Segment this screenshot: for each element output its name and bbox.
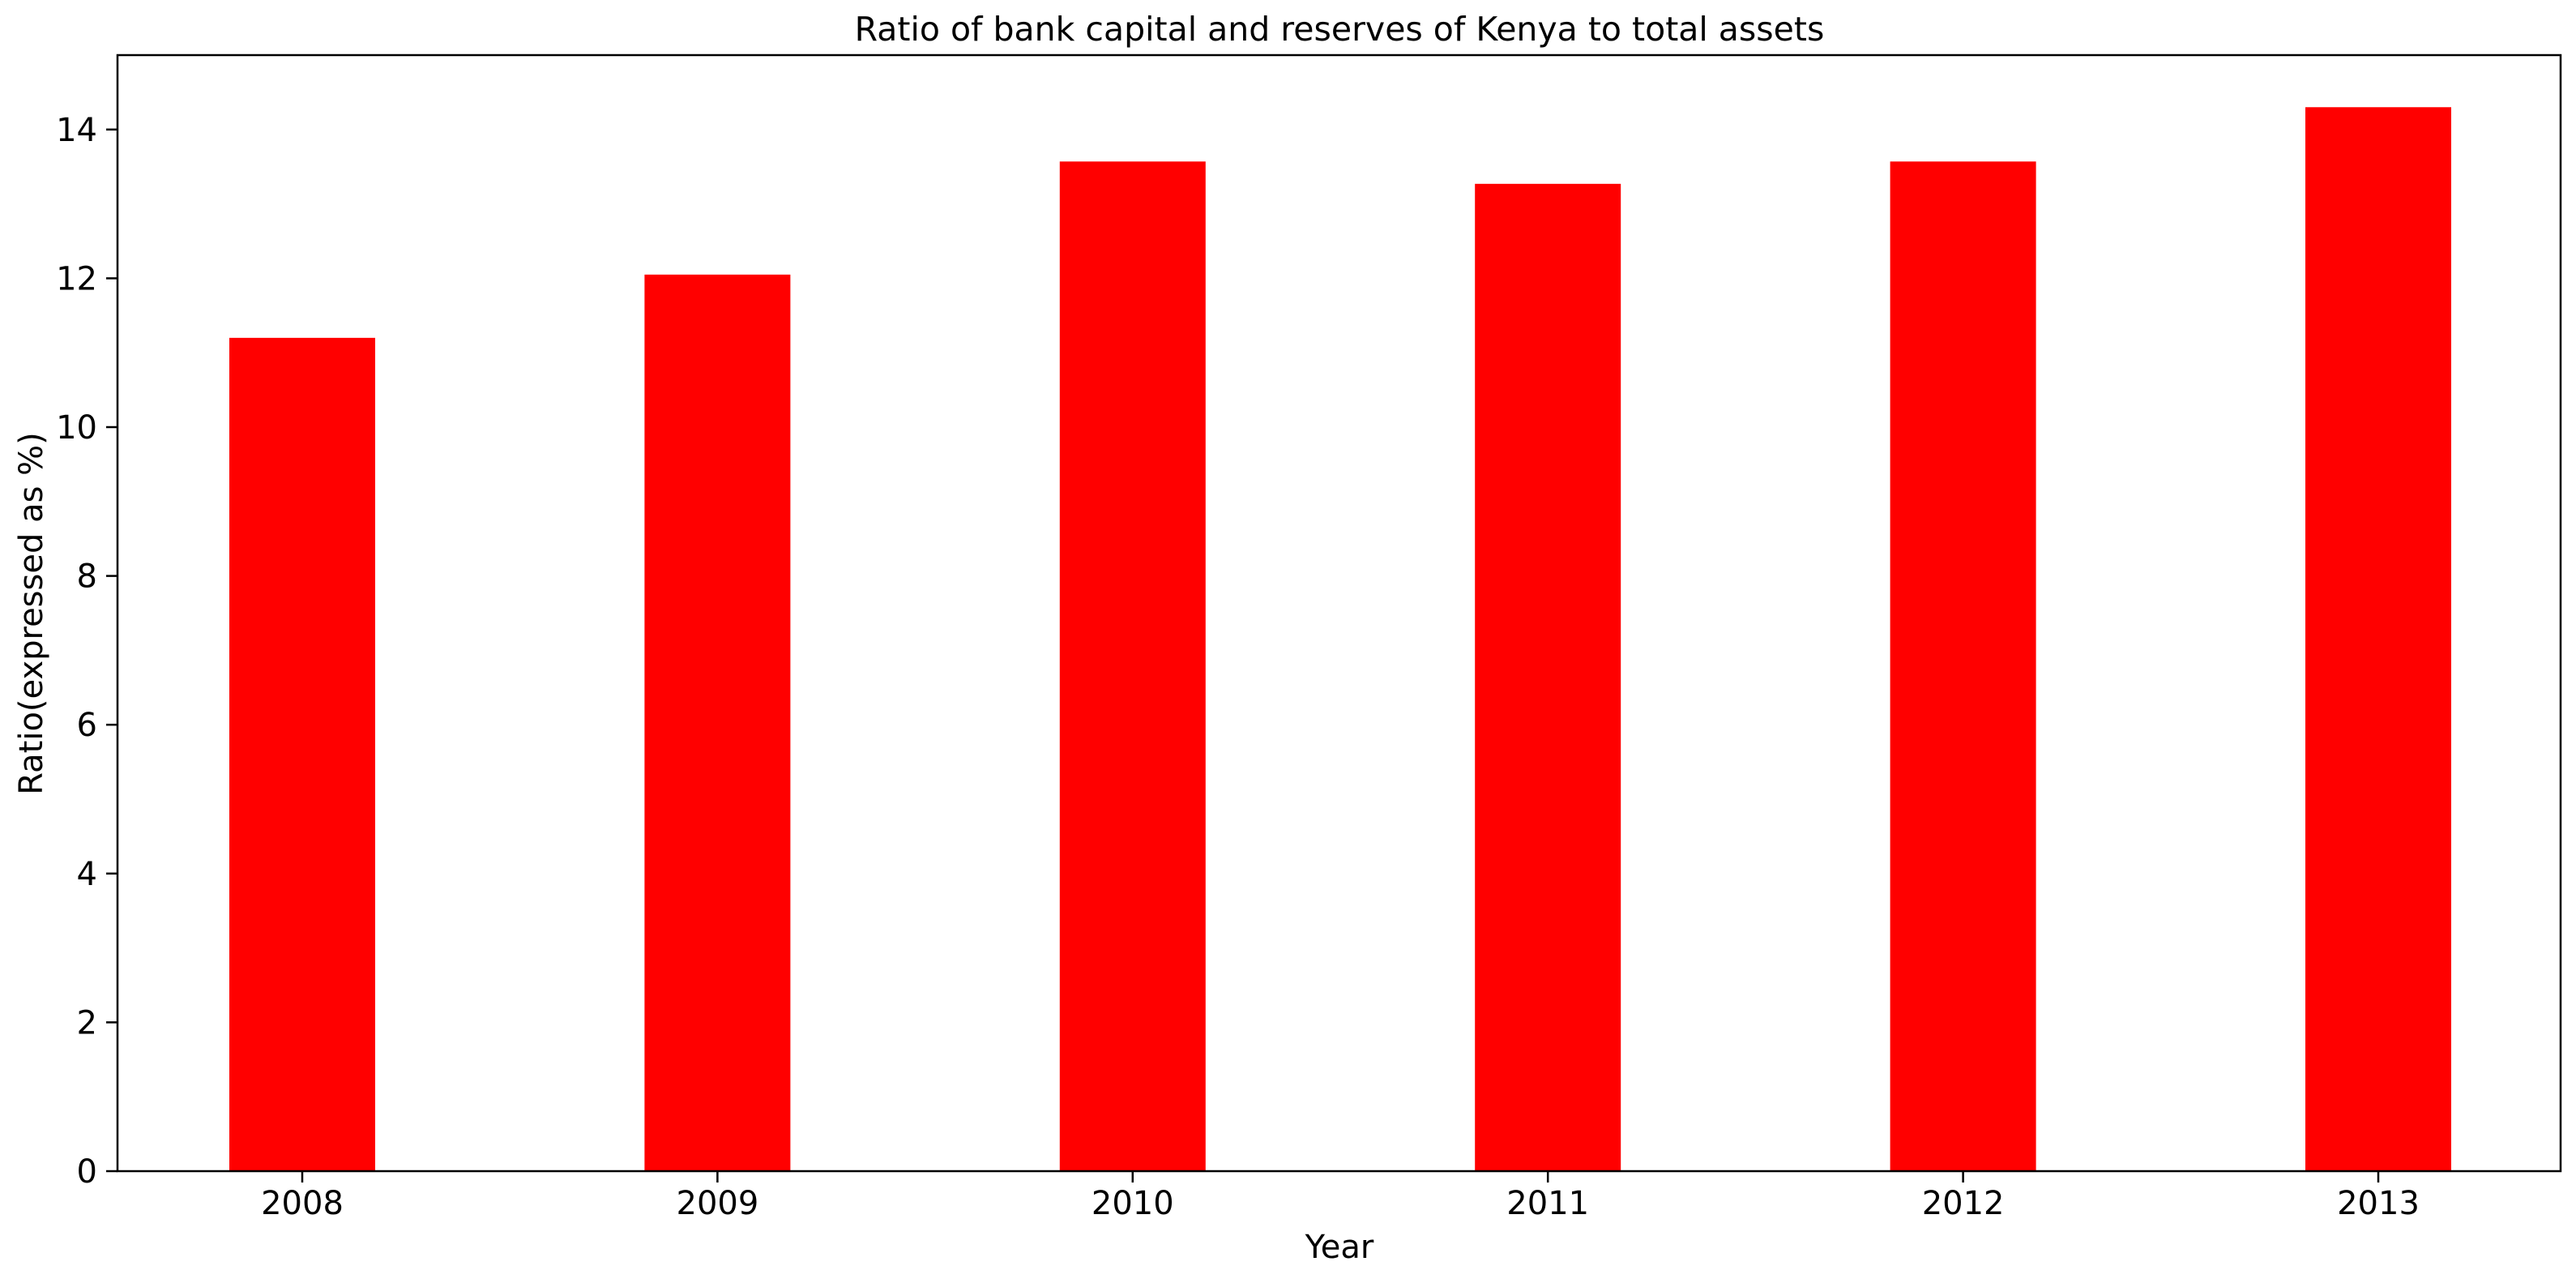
y-tick-label: 6 — [77, 707, 97, 744]
y-tick-label: 4 — [77, 856, 97, 893]
x-tick-label: 2008 — [261, 1185, 344, 1222]
bar-2009 — [644, 274, 791, 1171]
plot-frame — [116, 53, 2562, 1173]
y-tick-label: 2 — [77, 1004, 97, 1041]
x-axis-label: Year — [1305, 1229, 1374, 1266]
x-tick-label: 2011 — [1506, 1185, 1589, 1222]
y-tick-label: 12 — [56, 260, 97, 297]
x-tick-label: 2012 — [1922, 1185, 2005, 1222]
y-axis-label: Ratio(expressed as %) — [13, 432, 50, 795]
x-tick-label: 2013 — [2337, 1185, 2420, 1222]
bar-2012 — [1890, 161, 2036, 1171]
y-tick-label: 10 — [56, 409, 97, 447]
x-tick-label: 2010 — [1091, 1185, 1174, 1222]
bar-2013 — [2305, 107, 2451, 1171]
bar-2010 — [1059, 161, 1206, 1171]
x-tick-label: 2009 — [677, 1185, 759, 1222]
bar-2011 — [1475, 183, 1621, 1172]
y-tick-label: 14 — [56, 112, 97, 149]
bar-2008 — [229, 337, 375, 1172]
chart-title: Ratio of bank capital and reserves of Ke… — [855, 10, 1825, 49]
y-tick-label: 0 — [77, 1153, 97, 1191]
y-tick-label: 8 — [77, 558, 97, 596]
plot-area: 2008 2009 2010 2011 2012 2013 0 2 4 6 8 10 12 14 — [56, 53, 2562, 1222]
